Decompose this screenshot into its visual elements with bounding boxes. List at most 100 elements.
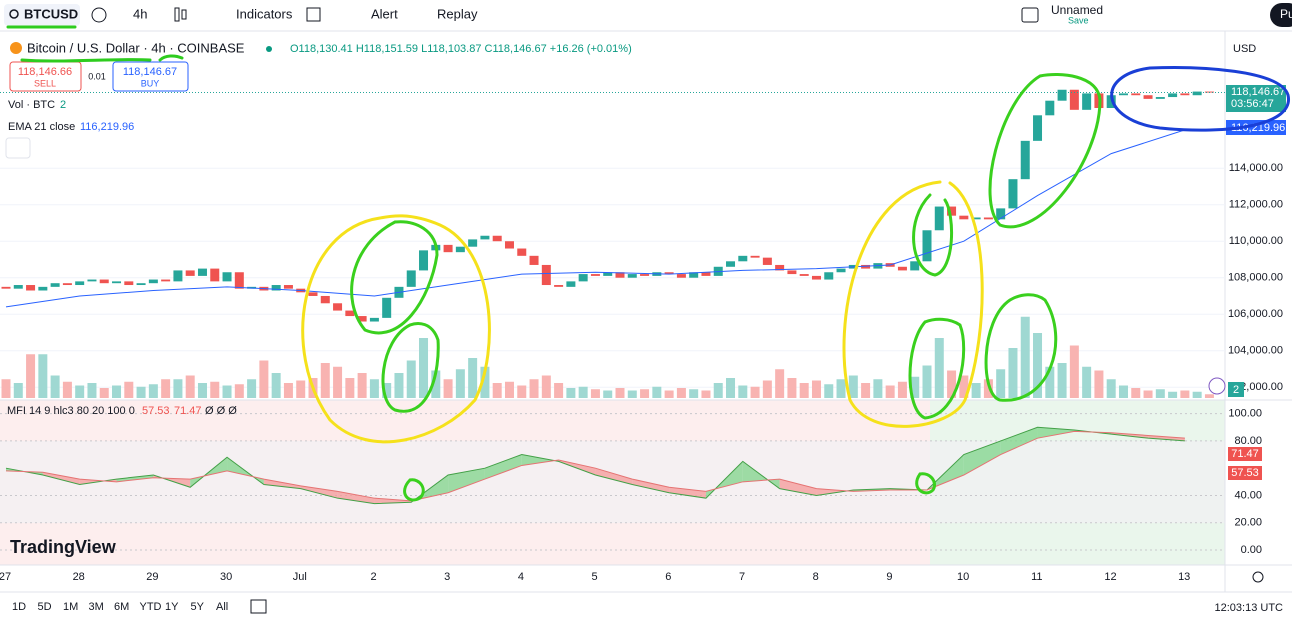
x-tick-label: 9 [886,571,892,583]
annotation-circle [403,478,425,502]
mfi-value-box [1228,447,1262,461]
y-tick-label: 40.00 [1234,489,1262,501]
x-tick-label: 30 [220,571,232,583]
volume-bar [247,379,257,398]
candle [419,250,429,271]
date-range-icon[interactable] [250,599,267,614]
candle [455,246,465,253]
candle [75,281,85,286]
volume-bar [345,378,355,398]
candle [897,266,907,271]
collapse-button[interactable] [5,137,31,159]
candle [406,270,416,287]
volume-bar [185,375,195,398]
interval[interactable]: 4h [133,6,147,21]
mfi-band [0,441,1225,523]
volume-bar [468,358,478,398]
last-price: 118,146.67 [1231,86,1285,98]
candle [382,297,392,318]
annotation-circle [1110,66,1290,132]
fullscreen-toggle[interactable] [1021,7,1039,23]
buy-button[interactable] [112,61,189,92]
chart-type-icon[interactable] [174,7,180,22]
events-icon[interactable] [1208,377,1226,395]
account[interactable]: Pu [1280,7,1292,21]
volume-bar [836,379,846,398]
y-tick-label: 112,000.00 [1229,199,1283,211]
symbol-box[interactable] [4,4,80,26]
mfi-fill [1000,427,1038,455]
volume-bar [1008,348,1018,398]
mfi-line [5,426,1185,505]
layout-name[interactable]: Unnamed [1051,3,1103,17]
range-button[interactable]: 6M [114,601,129,613]
currency[interactable]: USD [1233,43,1256,55]
range-button[interactable]: 3M [89,601,104,613]
volume-bar [971,383,981,398]
volume-bar [775,369,785,398]
candle [357,316,367,322]
candle [504,241,514,249]
ema-label: EMA 21 close [8,121,75,133]
range-button[interactable]: 5Y [191,601,205,613]
settings-icon[interactable] [1252,571,1264,583]
y-tick-label: 80.00 [1234,435,1262,447]
buy-label[interactable]: BUY [141,78,160,88]
candle [173,270,183,282]
x-tick-label: Jul [293,571,307,583]
range-button[interactable]: 1D [12,601,26,613]
candle [1020,140,1030,180]
candle [615,272,625,278]
volume-bar [357,373,367,398]
candle [345,310,355,317]
symbol[interactable]: BTCUSD [24,6,78,21]
range-button[interactable]: All [216,601,228,613]
volume-bar [603,390,613,398]
candle [640,274,650,276]
y-tick-label: 110,000.00 [1229,235,1283,247]
candle [283,285,293,289]
volume-bar [1168,391,1178,398]
add-icon[interactable] [91,7,107,23]
volume-bar [799,383,809,398]
mfi-value: 71.47 [174,405,202,417]
volume-bar [75,385,85,398]
volume-bar [897,381,907,398]
range-button[interactable]: 1M [63,601,78,613]
range-button[interactable]: 1Y [165,601,179,613]
y-tick-label: 108,000.00 [1228,272,1283,284]
candle [1082,93,1092,110]
alert-button[interactable]: Alert [371,6,398,21]
range-button[interactable]: YTD [140,601,162,613]
candle [480,235,490,240]
ema-line [5,129,1186,308]
x-tick-label: 28 [73,571,85,583]
mfi-fill [963,440,1001,475]
coin-icon [10,42,22,54]
volume-bar [701,390,711,398]
spread: 0.01 [88,71,106,81]
replay-button[interactable]: Replay [437,6,478,21]
candle [271,285,281,291]
x-tick-label: 12 [1104,571,1116,583]
layouts-icon[interactable] [306,7,321,22]
account-button[interactable] [1270,3,1292,27]
volume-bar [1094,370,1104,398]
candle [492,235,502,242]
candle [517,248,527,256]
candle [971,217,981,220]
sell-price[interactable]: 118,146.66 [18,66,72,78]
volume-bar [492,383,502,398]
chart-type-icon[interactable] [181,9,187,20]
candle [566,281,576,287]
buy-price[interactable]: 118,146.67 [123,66,177,78]
range-button[interactable]: 5D [38,601,52,613]
clock: 12:03:13 UTC [1215,602,1284,614]
candle [689,272,699,278]
indicators-button[interactable]: Indicators [236,6,293,21]
candle [603,272,613,276]
sell-label[interactable]: SELL [34,78,56,88]
mfi-fill [1037,427,1075,439]
annotation-circle [912,193,954,277]
